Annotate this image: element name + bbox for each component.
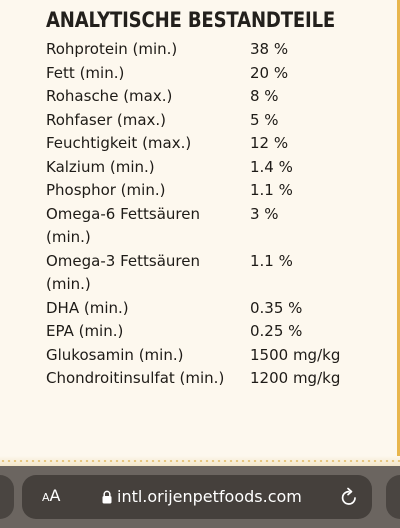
nutrient-value: 1500 mg/kg: [250, 345, 341, 364]
next-tab-preview[interactable]: [386, 475, 400, 519]
nutrient-name: Rohprotein (min.): [46, 40, 178, 58]
table-row: Rohfaser (max.) 5 %: [46, 109, 346, 133]
reload-icon[interactable]: [340, 487, 358, 507]
nutrient-value: 1.1 %: [250, 251, 293, 270]
nutrient-name: DHA (min.): [46, 298, 129, 317]
text-size-big-glyph: A: [49, 486, 61, 505]
section-title: ANALYTISCHE BESTANDTEILE: [46, 8, 336, 32]
url-display[interactable]: intl.orijenpetfoods.com: [102, 487, 302, 506]
nutrient-value: 3 %: [250, 204, 279, 223]
table-row: DHA (min.) 0.35 %: [46, 297, 346, 321]
accent-rule: [397, 0, 400, 460]
table-row: Omega-6 Fettsäuren (min.) 3 %: [46, 203, 346, 250]
nutrient-value: 20 %: [250, 63, 289, 82]
nutrient-value: 1200 mg/kg: [250, 369, 341, 387]
nutrient-value: 0.35 %: [250, 298, 303, 317]
nutrient-name: Rohfaser (max.): [46, 110, 167, 129]
lock-icon: [102, 490, 112, 504]
nutrient-name: Omega-3 Fettsäuren (min.): [46, 251, 200, 294]
nutrient-value: 38 %: [250, 40, 289, 58]
table-row: EPA (min.) 0.25 %: [46, 320, 346, 344]
nutrient-name: EPA (min.): [46, 322, 124, 340]
nutrient-value: 0.25 %: [250, 322, 303, 340]
nutrient-name: Chondroitinsulfat (min.): [46, 369, 225, 387]
address-bar[interactable]: A A intl.orijenpetfoods.com: [22, 475, 372, 519]
nutrient-name: Feuchtigkeit (max.): [46, 134, 192, 152]
nutrient-value: 8 %: [250, 87, 279, 105]
table-row: Feuchtigkeit (max.) 12 %: [46, 132, 346, 156]
browser-toolbar: A A intl.orijenpetfoods.com: [0, 466, 400, 528]
nutrient-value: 12 %: [250, 134, 289, 152]
text-size-small-glyph: A: [42, 491, 50, 504]
table-row: Chondroitinsulfat (min.) 1200 mg/kg: [46, 367, 346, 391]
table-row: Glukosamin (min.) 1500 mg/kg: [46, 344, 346, 368]
table-row: Rohprotein (min.) 38 %: [46, 38, 346, 62]
nutrient-table: Rohprotein (min.) 38 % Fett (min.) 20 % …: [46, 38, 346, 391]
nutrient-name: Rohasche (max.): [46, 87, 173, 105]
table-row: Phosphor (min.) 1.1 %: [46, 179, 346, 203]
nutrient-value: 5 %: [250, 110, 279, 129]
table-row: Omega-3 Fettsäuren (min.) 1.1 %: [46, 250, 346, 297]
table-row: Rohasche (max.) 8 %: [46, 85, 346, 109]
text-size-icon[interactable]: A A: [42, 486, 60, 505]
nutrient-name: Phosphor (min.): [46, 181, 166, 199]
nutrient-value: 1.4 %: [250, 157, 293, 176]
table-row: Fett (min.) 20 %: [46, 62, 346, 86]
nutrient-name: Fett (min.): [46, 63, 125, 82]
nutrient-value: 1.1 %: [250, 181, 293, 199]
table-row: Kalzium (min.) 1.4 %: [46, 156, 346, 180]
nutrient-name: Kalzium (min.): [46, 157, 155, 176]
page-bottom-band: [0, 456, 400, 466]
previous-tab-preview[interactable]: [0, 475, 14, 519]
nutrient-name: Omega-6 Fettsäuren (min.): [46, 204, 200, 247]
url-text: intl.orijenpetfoods.com: [117, 487, 302, 506]
nutrient-name: Glukosamin (min.): [46, 345, 184, 364]
